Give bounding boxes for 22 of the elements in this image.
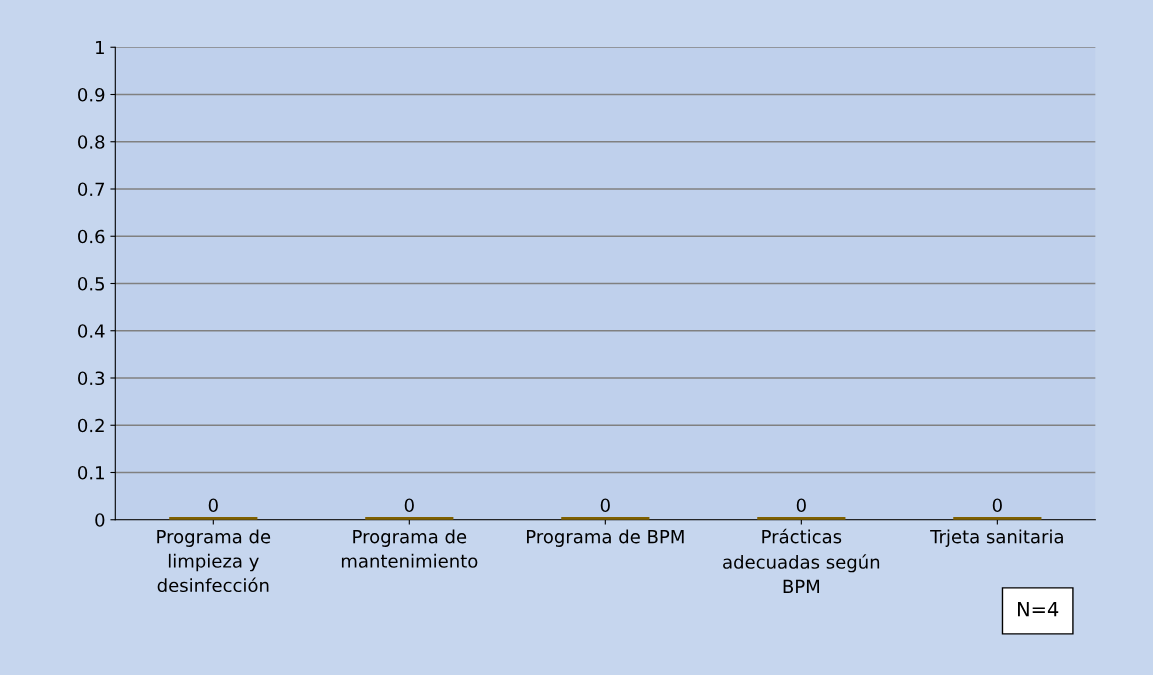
y-tick-label: 0.1	[78, 465, 104, 480]
x-tick-label: Programa de BPM	[527, 529, 684, 547]
data-label: 0	[208, 498, 218, 513]
y-tick-label: 0.6	[78, 229, 105, 244]
x-tick-label: Trjeta sanitaria	[930, 529, 1063, 547]
y-tick-label: 1	[96, 40, 104, 55]
x-tick-label: Programa de limpieza y desinfección	[157, 529, 271, 593]
x-tick-label: Programa de mantenimiento	[341, 529, 478, 568]
y-tick-label: 0.9	[78, 87, 105, 102]
y-tick-label: 0.5	[78, 276, 104, 291]
y-tick-label: 0.4	[78, 324, 105, 338]
data-label: 0	[600, 498, 610, 513]
data-label: 0	[404, 498, 414, 513]
y-tick-label: 0.2	[78, 418, 104, 433]
y-tick-label: 0.3	[78, 371, 105, 386]
text: N=4	[1018, 602, 1059, 617]
data-label: 0	[992, 498, 1002, 513]
y-tick-label: 0.7	[78, 182, 105, 197]
y-tick-label: 0.8	[78, 135, 105, 149]
y-tick-label: 0	[95, 513, 105, 527]
x-tick-label: Prácticas adecuadas según BPM	[723, 528, 880, 593]
data-label: 0	[796, 498, 806, 513]
